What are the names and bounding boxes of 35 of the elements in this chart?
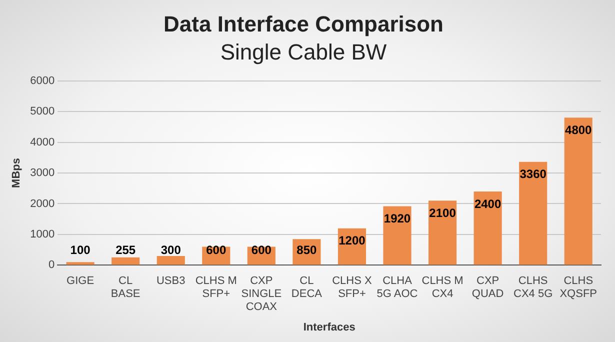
x-axis-title: Interfaces: [303, 321, 356, 334]
data-label: 255: [116, 243, 136, 258]
x-tick-label: CXP QUAD: [472, 274, 504, 300]
y-tick-label: 1000: [30, 228, 55, 240]
data-label: 300: [160, 243, 182, 258]
data-label: 600: [206, 243, 226, 258]
x-tick-label: CLHS X SFP+: [332, 274, 372, 300]
data-label: 2100: [429, 206, 456, 220]
data-label: 4800: [565, 122, 592, 137]
x-tick-label: GIGE: [66, 274, 94, 287]
chart-subtitle: Single Cable BW: [220, 40, 387, 65]
x-tick-label: CXP SINGLE COAX: [241, 274, 282, 314]
y-tick-label: 0: [48, 259, 55, 272]
x-tick-label: CL BASE: [110, 274, 140, 300]
data-label: 1200: [338, 234, 366, 248]
x-tick-label: CLHS M CX4: [422, 274, 464, 300]
data-label: 100: [70, 243, 91, 258]
data-label: 2400: [474, 196, 502, 211]
data-label: 3360: [520, 167, 547, 182]
data-label: 600: [251, 243, 272, 258]
x-tick-label: CLHA 5G AOC: [376, 274, 418, 300]
data-label: 1920: [384, 212, 411, 226]
y-tick-label: 2000: [30, 198, 55, 210]
chart-title: Data Interface Comparison: [164, 11, 444, 36]
y-tick-label: 6000: [30, 74, 55, 87]
y-tick-label: 5000: [30, 106, 55, 118]
data-label: 850: [296, 243, 318, 258]
x-tick-label: USB3: [156, 274, 186, 287]
x-tick-label: CLHS M SFP+: [195, 274, 237, 300]
x-tick-label: CL DECA: [291, 274, 323, 300]
x-tick-label: CLHS XQSFP: [560, 274, 598, 300]
y-axis-title: MBps: [10, 158, 23, 188]
y-tick-label: 4000: [30, 136, 55, 148]
y-tick-label: 3000: [30, 167, 55, 180]
x-tick-label: CLHS CX4 5G: [514, 274, 553, 300]
